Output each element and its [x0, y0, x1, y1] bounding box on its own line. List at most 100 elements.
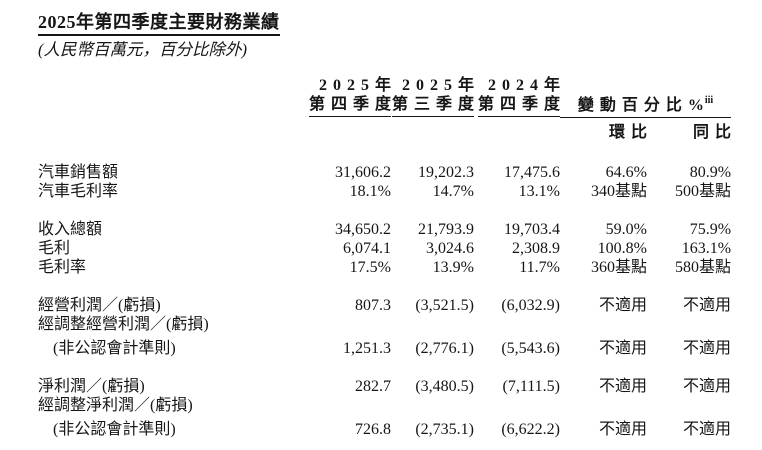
cell-2025-q3 [391, 315, 474, 334]
cell-2025-q3: (3,521.5) [415, 296, 474, 314]
row-label: (非公認會計準則) [53, 420, 176, 438]
cell-2024-q4: 11.7% [519, 258, 560, 276]
column-header-year: 2024年 [487, 77, 566, 94]
table-row: 經調整經營利潤／(虧損) [38, 315, 731, 334]
table-row: 經營利潤／(虧損) 807.3 (3,521.5) (6,032.9) 不適用 不適用 [38, 277, 731, 315]
table-row: 淨利潤／(虧損) 282.7 (3,480.5) (7,111.5) 不適用 不適用 [38, 358, 731, 396]
row-label: 收入總額 [38, 220, 103, 238]
cell-2025-q3: 19,202.3 [418, 163, 474, 181]
column-header-yoy: 同比 [693, 123, 738, 141]
cell-2024-q4: (7,111.5) [502, 377, 560, 395]
header-row-subcolumns: 環比 同比 [38, 117, 731, 142]
header-spacer [391, 117, 474, 142]
cell-qoq: 不適用 [598, 339, 647, 357]
cell-2024-q4 [474, 315, 560, 334]
row-label: 毛利率 [38, 258, 87, 276]
row-label: 經調整經營利潤／(虧損) [38, 315, 209, 333]
cell-yoy: 不適用 [683, 420, 732, 438]
change-header-text: 變動百分比%iii [577, 95, 714, 114]
header-row-quarters: 2025年 第四季度 2025年 第三季度 2024年 第四季度 變動百分比%i… [38, 76, 732, 118]
table-row: 汽車毛利率 18.1% 14.7% 13.1% 340基點 500基點 [38, 182, 731, 201]
cell-yoy: 500基點 [675, 182, 732, 200]
table-row: (非公認會計準則) 1,251.3 (2,776.1) (5,543.6) 不適用 不適用 [38, 334, 731, 358]
row-label: 汽車銷售額 [38, 163, 119, 181]
table-head: 2025年 第四季度 2025年 第三季度 2024年 第四季度 變動百分比%i… [38, 76, 732, 142]
cell-2025-q3: (2,735.1) [415, 420, 474, 438]
cell-qoq [560, 396, 647, 415]
cell-2025-q3: 3,024.6 [426, 239, 474, 257]
cell-yoy: 580基點 [675, 258, 732, 276]
cell-2025-q4: 18.1% [349, 182, 391, 200]
cell-2025-q4: 34,650.2 [335, 220, 391, 238]
cell-2025-q4: 6,074.1 [343, 239, 391, 257]
cell-qoq: 59.0% [605, 220, 647, 238]
cell-2025-q4 [293, 396, 391, 415]
section-title-wrap: 2025年第四季度主要財務業績 [38, 11, 732, 36]
cell-2024-q4: 2,308.9 [512, 239, 560, 257]
cell-2024-q4: 19,703.4 [504, 220, 560, 238]
cell-2025-q4: 1,251.3 [343, 339, 391, 357]
cell-yoy [647, 315, 731, 334]
table-row: 汽車銷售額 31,606.2 19,202.3 17,475.6 64.6% 80.9% [38, 142, 731, 182]
row-label: 汽車毛利率 [38, 182, 119, 200]
row-label: 經營利潤／(虧損) [38, 296, 161, 314]
row-label: 經調整淨利潤／(虧損) [38, 396, 193, 414]
cell-qoq: 340基點 [590, 182, 647, 200]
cell-qoq: 不適用 [598, 377, 647, 395]
column-header-2024-q4: 2024年 第四季度 [474, 76, 560, 117]
cell-qoq: 64.6% [605, 163, 647, 181]
cell-2024-q4: (6,622.2) [501, 420, 560, 438]
cell-qoq [560, 315, 647, 334]
cell-2025-q3: (3,480.5) [415, 377, 474, 395]
header-spacer [38, 117, 293, 142]
cell-2025-q4: 726.8 [355, 420, 391, 438]
cell-2024-q4 [474, 396, 560, 415]
row-label: (非公認會計準則) [53, 339, 176, 357]
column-header-2025-q3: 2025年 第三季度 [391, 76, 474, 117]
cell-2024-q4: (5,543.6) [501, 339, 560, 357]
table-row: 毛利 6,074.1 3,024.6 2,308.9 100.8% 163.1% [38, 239, 731, 258]
financial-results-table: 2025年 第四季度 2025年 第三季度 2024年 第四季度 變動百分比%i… [38, 76, 732, 439]
header-spacer [293, 117, 391, 142]
cell-qoq: 不適用 [598, 296, 647, 314]
table-row: 毛利率 17.5% 13.9% 11.7% 360基點 580基點 [38, 258, 731, 277]
cell-2025-q4: 807.3 [355, 296, 391, 314]
row-label: 淨利潤／(虧損) [38, 377, 145, 395]
cell-2024-q4: 17,475.6 [504, 163, 560, 181]
cell-yoy: 不適用 [683, 377, 732, 395]
column-header-quarter: 第三季度 [391, 95, 474, 117]
table-body: 汽車銷售額 31,606.2 19,202.3 17,475.6 64.6% 80.9% 汽… [38, 142, 731, 439]
cell-yoy: 不適用 [683, 296, 732, 314]
column-header-quarter: 第四季度 [293, 95, 391, 117]
cell-2025-q3: (2,776.1) [415, 339, 474, 357]
cell-yoy: 80.9% [689, 163, 732, 181]
cell-yoy: 75.9% [689, 220, 732, 238]
column-header-qoq: 環比 [608, 123, 653, 141]
column-header-2025-q4: 2025年 第四季度 [293, 76, 391, 117]
cell-2025-q3: 13.9% [432, 258, 474, 276]
cell-2024-q4: (6,032.9) [501, 296, 560, 314]
cell-qoq: 360基點 [590, 258, 647, 276]
units-note: (人民幣百萬元，百分比除外) [38, 40, 247, 59]
column-header-year: 2025年 [401, 77, 480, 94]
cell-yoy: 163.1% [681, 239, 732, 257]
footnote-marker: iii [704, 95, 714, 107]
cell-qoq: 不適用 [598, 420, 647, 438]
column-header-quarter: 第四季度 [474, 95, 560, 117]
header-spacer [38, 76, 293, 117]
cell-yoy [647, 396, 731, 415]
table-row: (非公認會計準則) 726.8 (2,735.1) (6,622.2) 不適用 不適用 [38, 415, 731, 439]
table-row: 收入總額 34,650.2 21,793.9 19,703.4 59.0% 75.9% [38, 201, 731, 239]
cell-2025-q4: 31,606.2 [335, 163, 391, 181]
cell-2025-q4: 282.7 [355, 377, 391, 395]
cell-qoq: 100.8% [597, 239, 647, 257]
cell-2025-q3 [391, 396, 474, 415]
cell-2024-q4: 13.1% [518, 182, 560, 200]
cell-2025-q4: 17.5% [349, 258, 391, 276]
financial-results-document: 2025年第四季度主要財務業績 (人民幣百萬元，百分比除外) 2025年 第四季… [38, 11, 732, 439]
column-header-change-percentage: 變動百分比%iii [560, 76, 732, 118]
row-label: 毛利 [38, 239, 71, 257]
cell-yoy: 不適用 [683, 339, 732, 357]
table-row: 經調整淨利潤／(虧損) [38, 396, 731, 415]
header-spacer [474, 117, 560, 142]
